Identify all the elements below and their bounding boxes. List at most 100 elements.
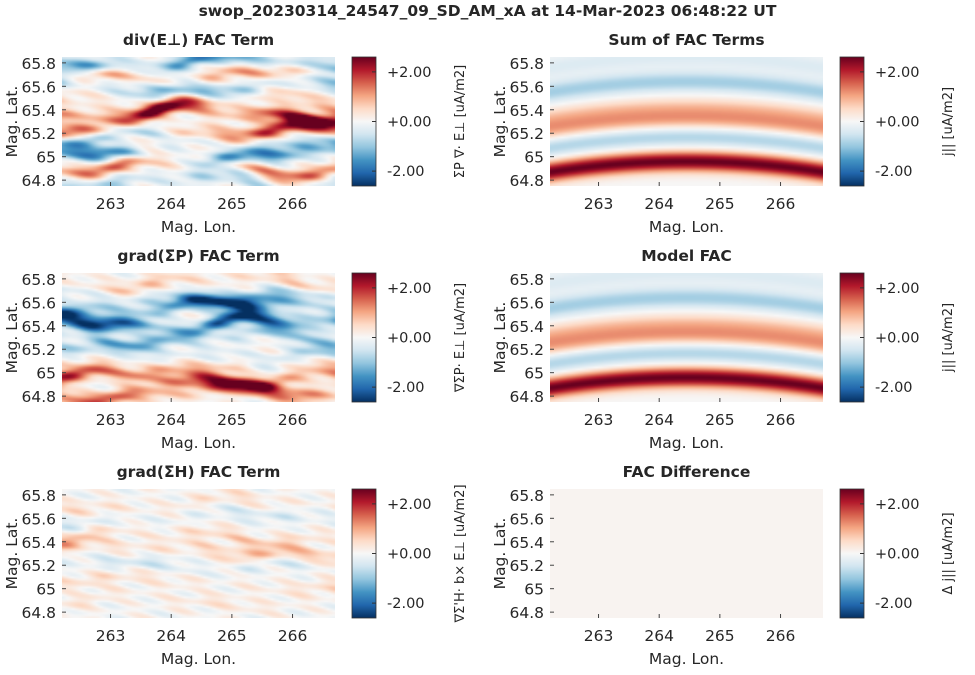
x-tick-label: 266 [278,627,308,645]
colorbar-label: ∇ΣP· E⊥ [uA/m2] [453,283,468,393]
y-tick-label: 65 [36,149,56,167]
y-tick-label: 65.6 [21,294,56,312]
colorbar [351,272,377,403]
x-tick-label: 265 [705,627,735,645]
colorbar-tick-label: +0.00 [387,115,431,131]
y-tick-label: 65 [36,581,56,599]
y-axis-label: Mag. Lat. [3,302,21,374]
y-axis-label: Mag. Lat. [3,518,21,590]
panel-5: grad(ΣH) FAC Term 65.8 65.6 65.4 65.2 65 64.8 2… [3,463,468,668]
heatmap-image [550,273,823,402]
colorbar-label: j|| [uA/m2] [941,87,956,157]
y-tick-label: 65.2 [509,557,544,575]
x-axis-label: Mag. Lon. [161,218,236,236]
y-tick-label: 64.8 [21,172,56,190]
x-tick-label: 263 [584,195,614,213]
panel-title: grad(ΣP) FAC Term [117,247,279,265]
x-tick-label: 265 [217,627,247,645]
y-tick-label: 65.2 [21,557,56,575]
y-axis-label: Mag. Lat. [491,86,509,158]
x-tick-label: 264 [156,195,186,213]
colorbar-tick-label: -2.00 [387,380,425,396]
y-tick-label: 65.4 [509,102,544,120]
colorbar-tick-label: +0.00 [875,331,919,347]
y-tick-label: 65.6 [21,510,56,528]
y-tick-label: 65 [524,581,544,599]
y-tick-label: 65.4 [21,102,56,120]
y-tick-label: 64.8 [21,604,56,622]
x-axis-label: Mag. Lon. [649,650,724,668]
y-tick-label: 65.8 [21,487,56,505]
y-axis-label: Mag. Lat. [3,86,21,158]
panel-title: div(E⊥) FAC Term [123,31,274,49]
y-axis-label: Mag. Lat. [491,302,509,374]
colorbar-label: j|| [uA/m2] [941,303,956,373]
y-tick-label: 64.8 [21,388,56,406]
colorbar-tick-label: +2.00 [875,281,919,297]
x-tick-label: 266 [766,627,796,645]
y-tick-label: 65.6 [509,510,544,528]
x-axis-label: Mag. Lon. [649,218,724,236]
colorbar-tick-label: +0.00 [875,547,919,563]
y-tick-label: 65 [524,365,544,383]
heatmap-image [550,57,823,186]
colorbar-tick-label: +2.00 [387,281,431,297]
y-tick-label: 65 [36,365,56,383]
panel-3: grad(ΣP) FAC Term 65.8 65.6 65.4 65.2 65 64.8 2… [3,247,468,452]
x-tick-label: 266 [766,411,796,429]
x-tick-label: 263 [96,627,126,645]
x-tick-label: 265 [705,195,735,213]
colorbar-tick-label: -2.00 [387,596,425,612]
colorbar-tick-label: -2.00 [387,164,425,180]
heatmap-image [550,489,823,618]
y-tick-label: 65.8 [21,55,56,73]
panel-title: grad(ΣH) FAC Term [117,463,281,481]
y-tick-label: 65.4 [509,318,544,336]
y-tick-label: 65.4 [21,534,56,552]
panel-6: FAC Difference 65.8 65.6 65.4 65.2 65 64.8 263 2… [491,463,956,668]
x-tick-label: 263 [584,627,614,645]
x-tick-label: 265 [217,411,247,429]
x-tick-label: 264 [156,411,186,429]
x-axis-label: Mag. Lon. [649,434,724,452]
x-tick-label: 266 [766,195,796,213]
y-tick-label: 65.2 [21,341,56,359]
panel-title: FAC Difference [623,463,751,481]
colorbar-label: ΣP ∇· E⊥ [uA/m2] [453,65,468,178]
x-tick-label: 265 [705,411,735,429]
x-tick-label: 264 [644,411,674,429]
y-tick-label: 65.2 [509,125,544,143]
colorbar-tick-label: +2.00 [875,497,919,513]
colorbar-tick-label: +0.00 [875,115,919,131]
y-tick-label: 65.2 [509,341,544,359]
x-tick-label: 263 [584,411,614,429]
x-tick-label: 266 [278,195,308,213]
y-tick-label: 65.6 [21,78,56,96]
y-axis-label: Mag. Lat. [491,518,509,590]
panel-2: Sum of FAC Terms 65.8 65.6 65.4 65.2 65 64.8 26… [491,31,956,236]
y-tick-label: 65 [524,149,544,167]
panel-title: Sum of FAC Terms [608,31,764,49]
x-axis-label: Mag. Lon. [161,650,236,668]
heatmap-image [62,273,335,402]
heatmap-image [62,57,335,186]
y-tick-label: 65.2 [21,125,56,143]
y-tick-label: 65.4 [509,534,544,552]
colorbar-tick-label: +2.00 [387,65,431,81]
y-tick-label: 65.6 [509,78,544,96]
y-tick-label: 65.4 [21,318,56,336]
y-tick-label: 65.8 [21,271,56,289]
colorbar-tick-label: +0.00 [387,331,431,347]
colorbar-label: Δ j|| [uA/m2] [941,512,956,594]
x-tick-label: 264 [156,627,186,645]
y-tick-label: 65.8 [509,271,544,289]
x-axis-label: Mag. Lon. [161,434,236,452]
y-tick-label: 64.8 [509,172,544,190]
panel-1: div(E⊥) FAC Term 65.8 65.6 65.4 65.2 65 64.8 26… [3,31,468,236]
x-tick-label: 263 [96,195,126,213]
heatmap-image [62,489,335,618]
panel-title: Model FAC [641,247,732,265]
y-tick-label: 64.8 [509,604,544,622]
y-tick-label: 65.8 [509,55,544,73]
